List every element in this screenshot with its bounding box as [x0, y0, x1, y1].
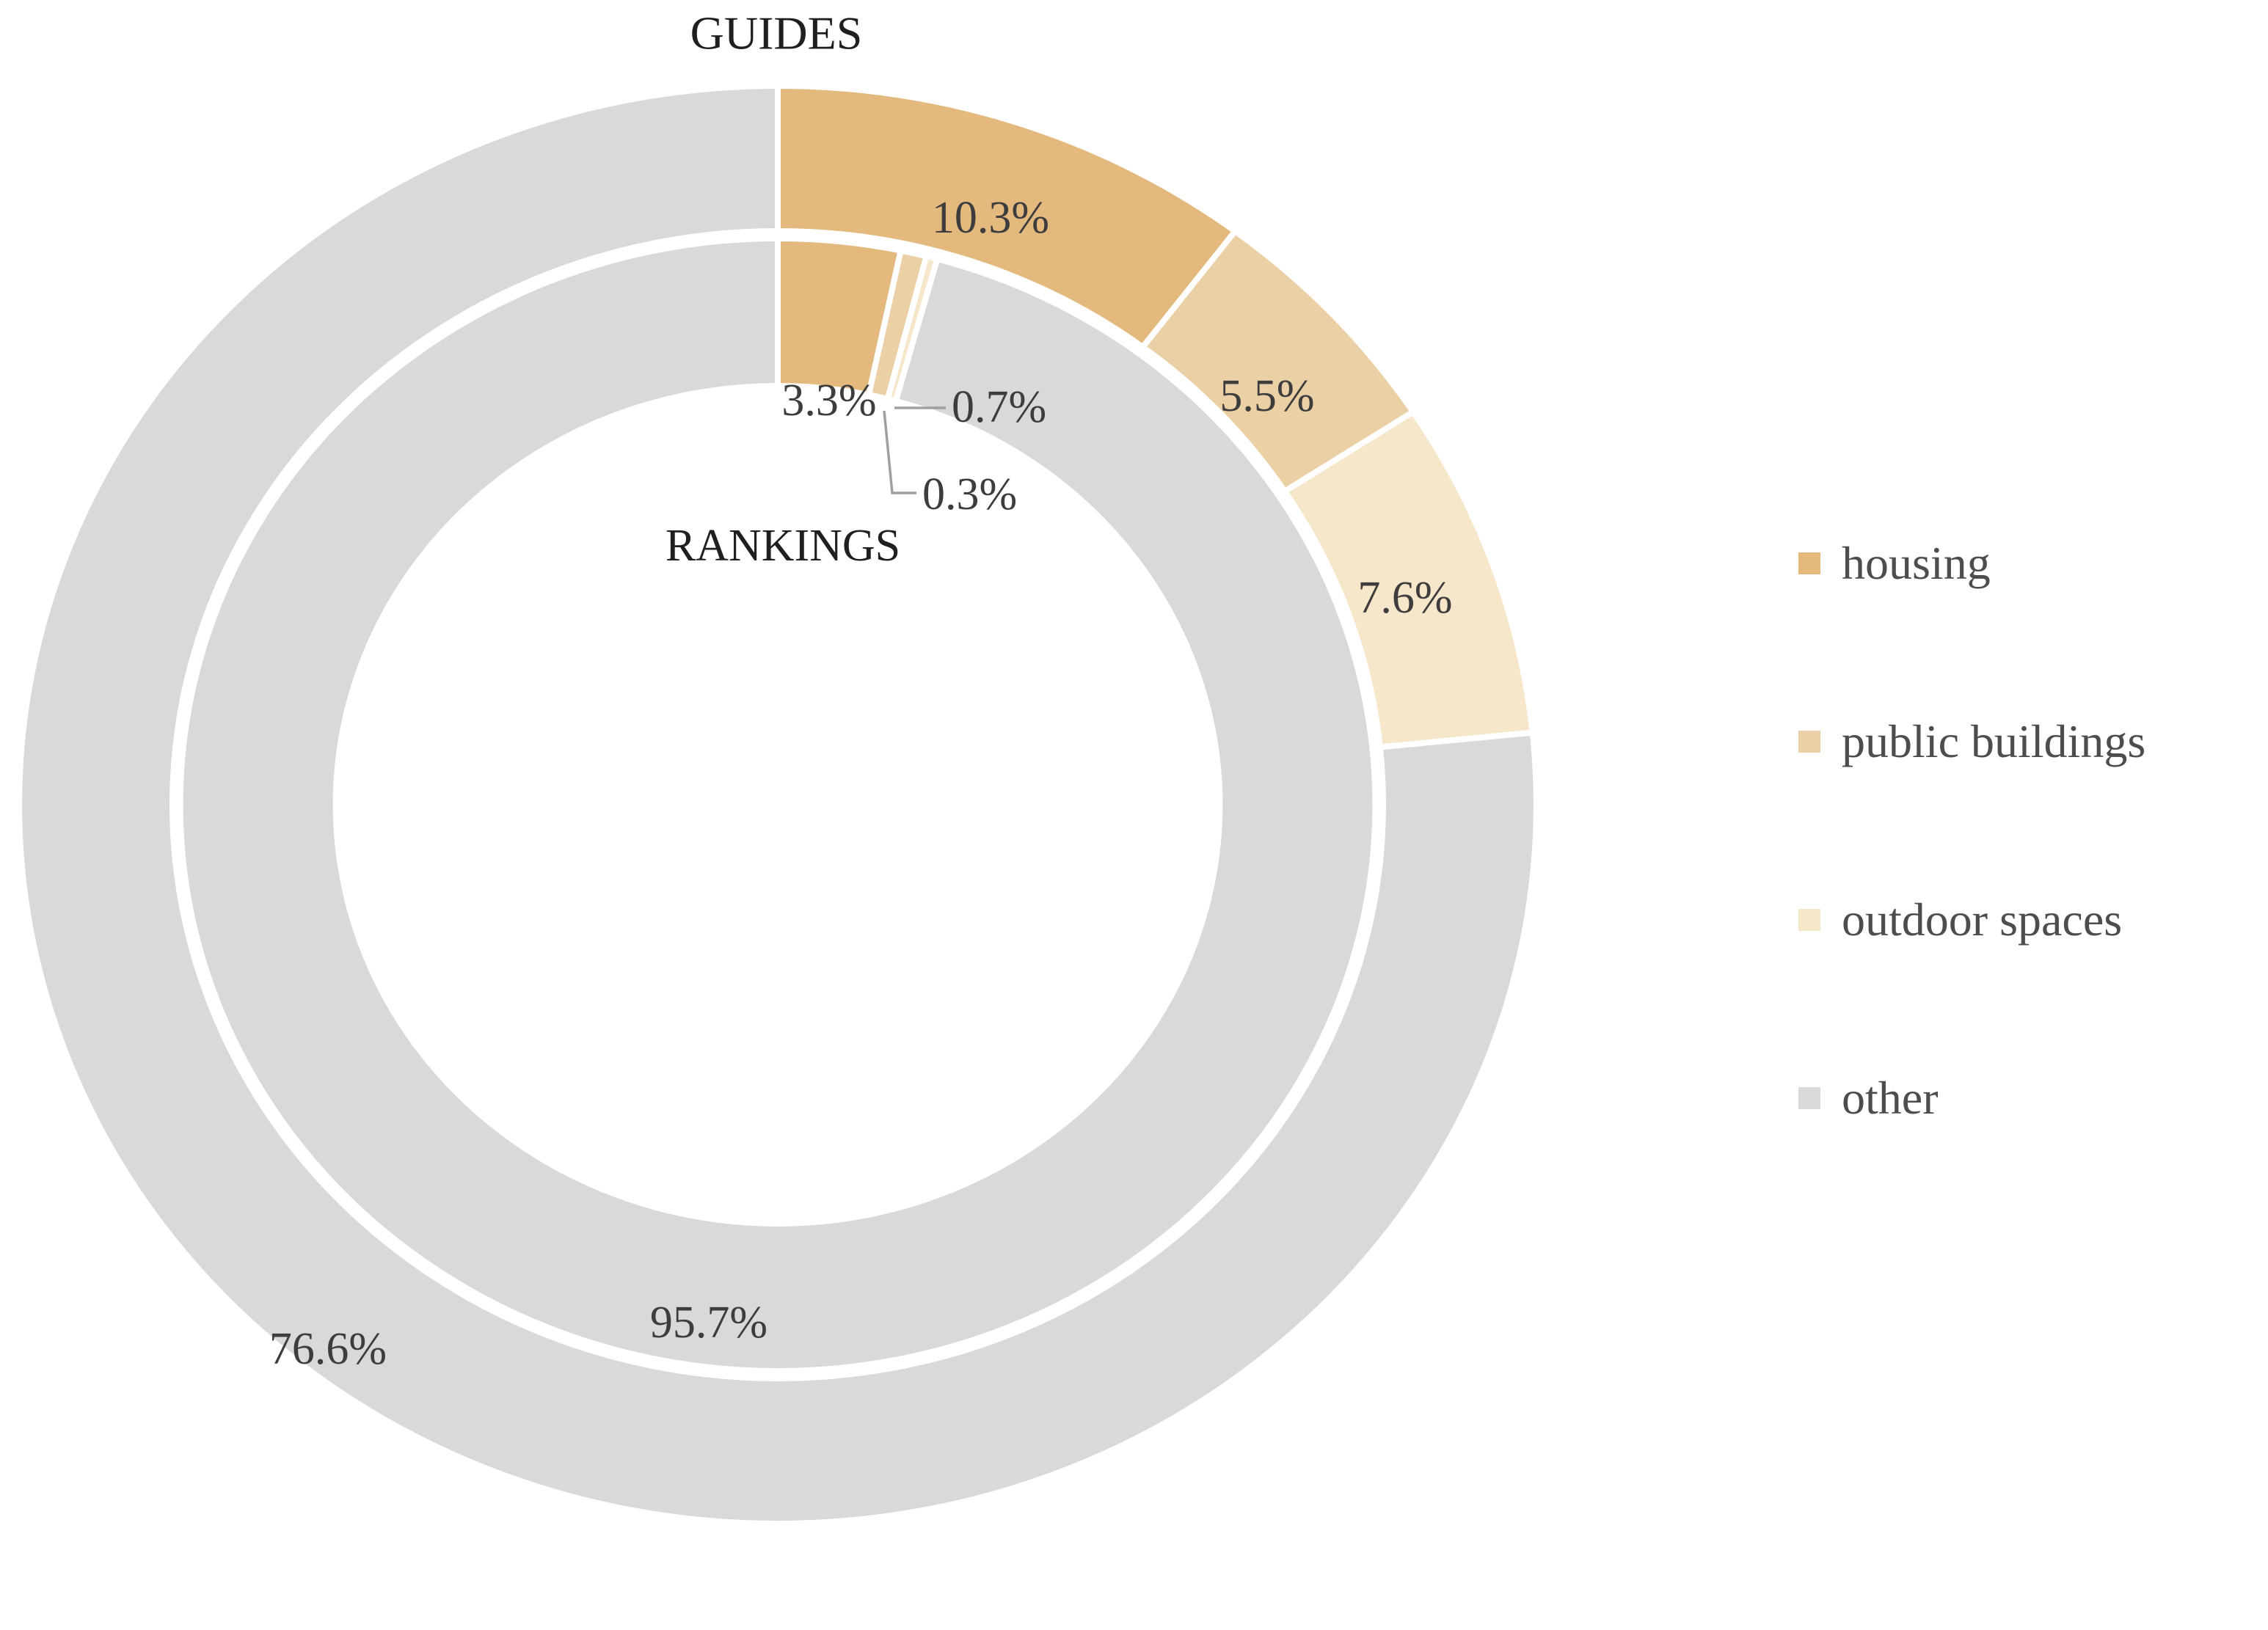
legend-item-public-buildings: public buildings — [1798, 716, 2145, 767]
slice-label-rankings-outdoor-spaces: 0.3% — [922, 469, 1017, 519]
slice-rankings-other — [177, 235, 1379, 1374]
legend-swatch-public-buildings — [1798, 731, 1820, 753]
slice-guides-other — [16, 82, 1539, 1527]
ring-title-rankings: RANKINGS — [666, 521, 900, 571]
legend-swatch-housing — [1798, 552, 1820, 574]
ring-guides — [16, 82, 1539, 1527]
ring-title-guides: GUIDES — [690, 7, 863, 59]
slice-label-rankings-public-buildings: 0.7% — [952, 382, 1046, 432]
legend-item-outdoor-spaces: outdoor spaces — [1798, 894, 2145, 946]
legend-label-housing: housing — [1842, 537, 1991, 589]
legend-item-other: other — [1798, 1072, 2145, 1124]
slice-label-guides-outdoor-spaces: 7.6% — [1357, 573, 1452, 623]
legend-swatch-other — [1798, 1087, 1820, 1109]
legend-label-outdoor-spaces: outdoor spaces — [1842, 893, 2123, 946]
legend-item-housing: housing — [1798, 538, 2145, 589]
slice-label-guides-other: 76.6% — [269, 1324, 387, 1374]
legend-label-other: other — [1842, 1072, 1939, 1124]
slice-label-rankings-housing: 3.3% — [781, 376, 876, 425]
slice-label-guides-housing: 10.3% — [932, 193, 1049, 243]
legend-swatch-outdoor-spaces — [1798, 909, 1820, 931]
legend-label-public-buildings: public buildings — [1842, 715, 2146, 767]
ring-rankings — [177, 235, 1379, 1374]
chart-legend: housing public buildings outdoor spaces … — [1798, 538, 2145, 1124]
slice-label-guides-public-buildings: 5.5% — [1219, 371, 1314, 421]
leader-line — [883, 410, 916, 494]
slice-label-rankings-other: 95.7% — [650, 1298, 767, 1348]
